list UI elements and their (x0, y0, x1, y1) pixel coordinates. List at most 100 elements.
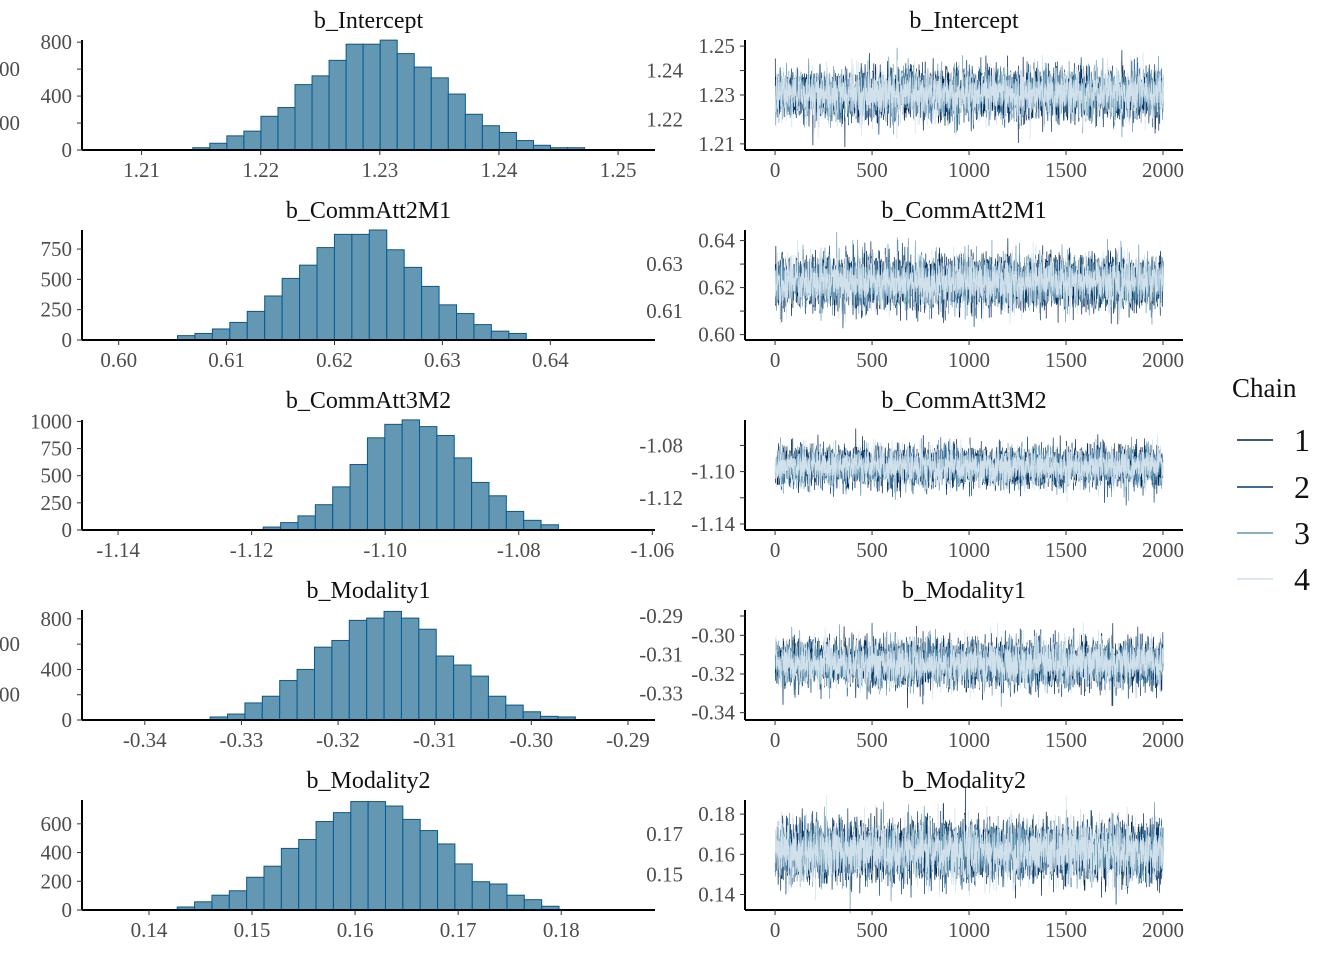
x-tick-label: 1500 (1045, 348, 1087, 372)
histogram-bar (345, 43, 364, 151)
histogram-bar (435, 655, 455, 721)
histogram-bar (261, 695, 281, 721)
x-tick-label: 500 (856, 348, 888, 372)
histogram-bar (311, 75, 330, 151)
histogram-bar (471, 881, 491, 911)
panels: b_Intercept 1.21 1.22 1.23 1.24 1.25 0 200 400 60… (0, 8, 1184, 942)
trace-panel-b_Intercept: b_Intercept 0 500 1000 1500 2000 1.21 1.22 1.23 1… (646, 8, 1184, 182)
histogram-bar (226, 135, 245, 151)
y-tick-label: 200 (0, 111, 20, 135)
trace-panel-b_CommAtt2M1: b_CommAtt2M1 0 500 1000 1500 2000 0.60 0.61 0.62… (646, 198, 1184, 372)
histogram-bar (400, 617, 420, 721)
x-tick-label: 0.61 (208, 348, 245, 372)
histogram-bar (386, 249, 405, 341)
histogram-bar (436, 435, 455, 531)
trace-panel-b_Modality1: b_Modality1 0 500 1000 1500 2000 -0.34 -0.33 -0.… (639, 578, 1184, 752)
histogram-bar (277, 107, 296, 151)
y-tick-label: 500 (41, 267, 73, 291)
x-tick-label: -1.12 (230, 538, 274, 562)
y-tick-label: 750 (41, 437, 73, 461)
legend-label: 4 (1294, 561, 1310, 597)
histogram-bar (246, 310, 266, 341)
histogram-bar (447, 93, 466, 151)
x-tick-label: 2000 (1142, 348, 1184, 372)
y-tick-label: 1.22 (646, 107, 683, 131)
y-tick-label: 800 (41, 607, 73, 631)
y-tick-label: 800 (41, 30, 73, 54)
legend-label: 3 (1294, 515, 1310, 551)
histogram-bar (437, 843, 456, 911)
x-tick-label: 500 (856, 728, 888, 752)
y-tick-label: 0 (62, 518, 73, 542)
y-tick-label: 0.16 (698, 842, 735, 866)
histogram-bar (351, 233, 370, 341)
histogram-bar (299, 264, 318, 341)
histogram-bar (264, 295, 283, 341)
x-tick-label: 0.64 (532, 348, 569, 372)
histogram-bar (296, 668, 315, 721)
y-tick-label: 750 (41, 237, 73, 261)
y-tick-label: 250 (41, 491, 73, 515)
legend-title: Chain (1232, 373, 1297, 403)
histogram-bar (313, 646, 333, 721)
y-tick-label: 0.15 (646, 862, 683, 886)
histogram-bar (298, 838, 317, 911)
x-tick-label: 0.63 (424, 348, 461, 372)
histogram-bar (421, 285, 440, 341)
histogram-bar (481, 125, 500, 151)
x-tick-label: 0.17 (440, 918, 477, 942)
trace-line-chain-4 (774, 622, 1164, 700)
panel-title: b_Modality2 (902, 768, 1026, 794)
y-tick-label: 0 (62, 328, 73, 352)
histogram-bar (328, 59, 347, 151)
x-tick-label: 0 (770, 918, 781, 942)
x-tick-label: 2000 (1142, 158, 1184, 182)
trace-line-chain-4 (774, 434, 1164, 503)
histogram-bar (464, 113, 483, 151)
histogram-bar (332, 486, 351, 531)
y-tick-label: -0.31 (639, 643, 683, 667)
legend-label: 2 (1294, 469, 1310, 505)
y-tick-label: -0.30 (691, 623, 735, 647)
histogram-bar (281, 277, 301, 341)
panel-title: b_CommAtt2M1 (286, 198, 451, 224)
histogram-bar (505, 510, 525, 531)
histogram-bar (366, 437, 386, 531)
histogram-bar (418, 628, 437, 721)
x-tick-label: 1000 (948, 728, 990, 752)
histogram-bar (523, 899, 543, 911)
histogram-bar (211, 328, 231, 341)
histogram-bar (366, 617, 385, 721)
x-tick-label: 1000 (948, 538, 990, 562)
y-tick-label: -0.34 (691, 701, 735, 725)
x-tick-label: 1.23 (361, 158, 398, 182)
x-tick-label: -1.10 (363, 538, 407, 562)
legend-item-chain-2: 2 (1237, 469, 1310, 505)
y-tick-label: 0.14 (698, 883, 735, 907)
x-tick-label: 1500 (1045, 538, 1087, 562)
chain-legend: Chain 1 2 3 4 (1232, 373, 1310, 597)
histogram-bar (315, 821, 334, 911)
x-tick-label: 1500 (1045, 158, 1087, 182)
x-tick-label: 0 (770, 158, 781, 182)
trace-line-chain-4 (774, 794, 1164, 901)
histogram-bar (487, 695, 507, 721)
histogram-bar (419, 830, 439, 911)
panel-title: b_CommAtt2M1 (881, 198, 1046, 224)
y-tick-label: 400 (41, 657, 73, 681)
histogram-bar (379, 39, 398, 151)
histogram-bar (384, 805, 404, 911)
x-tick-label: 500 (856, 918, 888, 942)
histogram-bar (505, 704, 524, 721)
trace-panel-b_CommAtt3M2: b_CommAtt3M2 0 500 1000 1500 2000 -1.14 -1.12 -1… (639, 388, 1184, 562)
trace-line-chain-3 (774, 231, 1164, 325)
y-tick-label: 600 (41, 812, 73, 836)
panel-title: b_Modality1 (307, 578, 431, 604)
y-tick-label: 1.21 (698, 132, 735, 156)
histogram-bar (454, 863, 473, 911)
x-tick-label: -0.32 (316, 728, 360, 752)
histogram-bar (243, 130, 262, 151)
y-tick-label: 0.17 (646, 822, 683, 846)
histogram-panel-b_CommAtt2M1: b_CommAtt2M1 0.60 0.61 0.62 0.63 0.64 0 250 500 7… (41, 198, 655, 372)
histogram-bar (260, 115, 279, 151)
